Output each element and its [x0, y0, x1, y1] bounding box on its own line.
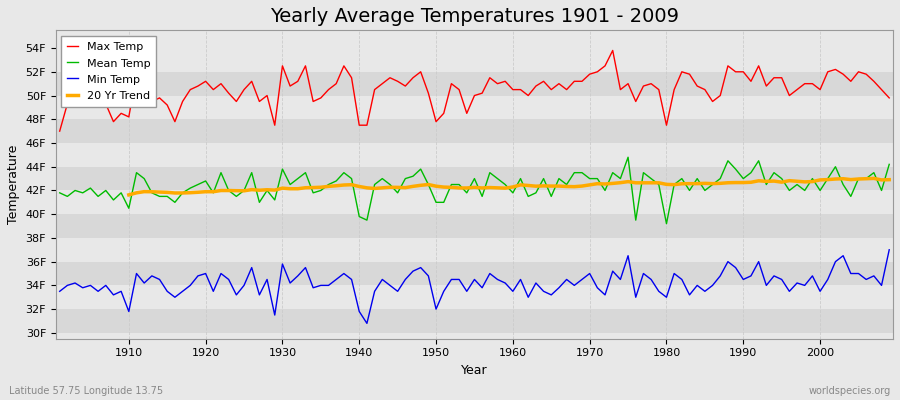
Max Temp: [116, 111, 127, 116]
Mean Temp: [599, 188, 610, 193]
Bar: [56, 190, 893, 214]
Min Temp: [54, 289, 65, 294]
Max Temp: [508, 87, 518, 92]
Line: Max Temp: Max Temp: [59, 50, 889, 131]
Mean Temp: [331, 178, 342, 183]
Mean Temp: [500, 182, 510, 187]
Title: Yearly Average Temperatures 1901 - 2009: Yearly Average Temperatures 1901 - 2009: [270, 7, 679, 26]
Legend: Max Temp, Mean Temp, Min Temp, 20 Yr Trend: Max Temp, Mean Temp, Min Temp, 20 Yr Tre…: [61, 36, 156, 107]
Mean Temp: [884, 162, 895, 167]
Y-axis label: Temperature: Temperature: [7, 145, 20, 224]
Bar: [56, 72, 893, 96]
Bar: [56, 309, 893, 333]
Bar: [56, 119, 893, 143]
Bar: [56, 48, 893, 72]
Max Temp: [284, 84, 295, 88]
Min Temp: [884, 247, 895, 252]
Max Temp: [331, 81, 342, 86]
20 Yr Trend: [823, 177, 833, 182]
Line: 20 Yr Trend: 20 Yr Trend: [129, 178, 889, 195]
20 Yr Trend: [868, 176, 879, 181]
Min Temp: [284, 281, 295, 286]
20 Yr Trend: [845, 177, 856, 182]
Bar: [56, 214, 893, 238]
Min Temp: [331, 277, 342, 282]
20 Yr Trend: [884, 177, 895, 182]
Max Temp: [54, 129, 65, 134]
Min Temp: [515, 277, 526, 282]
Min Temp: [116, 289, 127, 294]
Max Temp: [884, 96, 895, 100]
X-axis label: Year: Year: [461, 364, 488, 377]
Max Temp: [599, 64, 610, 68]
Max Temp: [500, 79, 510, 84]
Min Temp: [508, 289, 518, 294]
Mean Temp: [116, 190, 127, 195]
20 Yr Trend: [269, 188, 280, 192]
Bar: [56, 96, 893, 119]
Min Temp: [362, 321, 373, 326]
Mean Temp: [508, 190, 518, 195]
Max Temp: [608, 48, 618, 53]
Line: Mean Temp: Mean Temp: [59, 157, 889, 224]
20 Yr Trend: [515, 182, 526, 187]
Text: worldspecies.org: worldspecies.org: [809, 386, 891, 396]
Mean Temp: [54, 190, 65, 195]
20 Yr Trend: [300, 185, 310, 190]
Mean Temp: [623, 155, 634, 160]
Bar: [56, 285, 893, 309]
20 Yr Trend: [577, 184, 588, 188]
Bar: [56, 262, 893, 285]
Bar: [56, 143, 893, 167]
Mean Temp: [284, 182, 295, 187]
Mean Temp: [662, 221, 672, 226]
Line: Min Temp: Min Temp: [59, 250, 889, 323]
Bar: [56, 167, 893, 190]
Bar: [56, 238, 893, 262]
20 Yr Trend: [123, 192, 134, 197]
Text: Latitude 57.75 Longitude 13.75: Latitude 57.75 Longitude 13.75: [9, 386, 163, 396]
Min Temp: [608, 269, 618, 274]
